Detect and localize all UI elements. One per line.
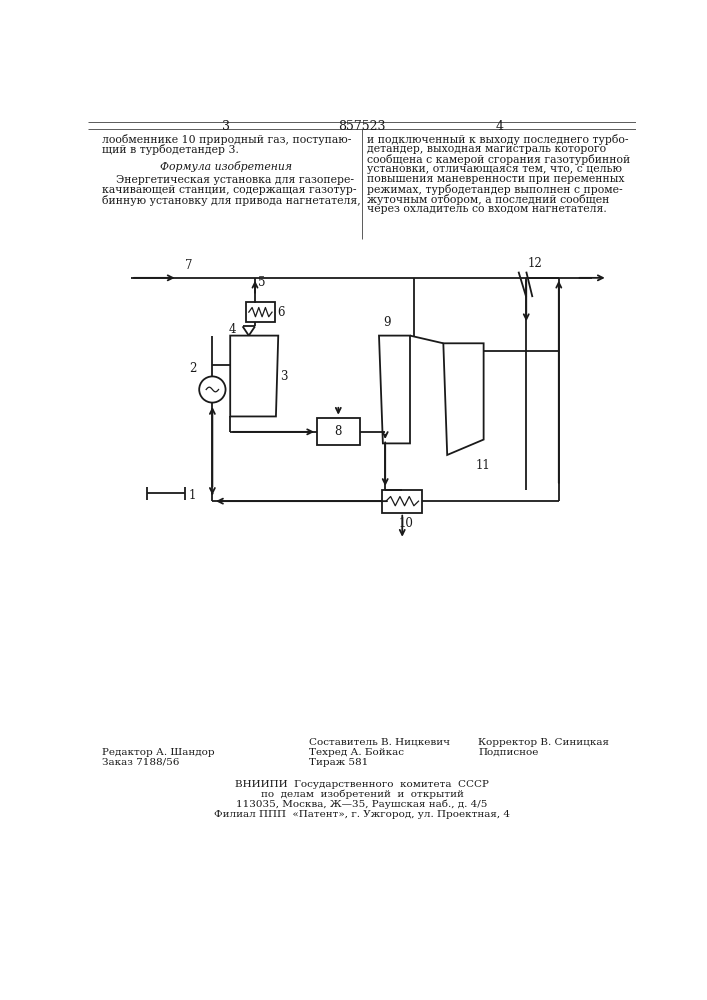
Text: 4: 4	[229, 323, 236, 336]
Text: режимах, турбодетандер выполнен с проме-: режимах, турбодетандер выполнен с проме-	[368, 184, 623, 195]
Text: повышения маневренности при переменных: повышения маневренности при переменных	[368, 174, 625, 184]
Text: 857523: 857523	[338, 120, 386, 133]
Text: ВНИИПИ  Государственного  комитета  СССР: ВНИИПИ Государственного комитета СССР	[235, 780, 489, 789]
Text: качивающей станции, содержащая газотур-: качивающей станции, содержащая газотур-	[103, 185, 357, 195]
Text: 2: 2	[189, 362, 197, 375]
Text: Техред А. Бойкас: Техред А. Бойкас	[309, 748, 404, 757]
Text: и подключенный к выходу последнего турбо-: и подключенный к выходу последнего турбо…	[368, 134, 629, 145]
Text: Составитель В. Ницкевич: Составитель В. Ницкевич	[309, 738, 450, 747]
Text: лообменнике 10 природный газ, поступаю-: лообменнике 10 природный газ, поступаю-	[103, 134, 351, 145]
Text: Редактор А. Шандор: Редактор А. Шандор	[103, 748, 215, 757]
Text: установки, отличающаяся тем, что, с целью: установки, отличающаяся тем, что, с цель…	[368, 164, 622, 174]
Text: 4: 4	[495, 120, 503, 133]
Text: Энергетическая установка для газопере-: Энергетическая установка для газопере-	[103, 175, 354, 185]
Text: Корректор В. Синицкая: Корректор В. Синицкая	[478, 738, 609, 747]
Text: 7: 7	[185, 259, 193, 272]
Text: жуточным отбором, а последний сообщен: жуточным отбором, а последний сообщен	[368, 194, 609, 205]
Text: 8: 8	[334, 425, 342, 438]
Text: 113035, Москва, Ж—35, Раушская наб., д. 4/5: 113035, Москва, Ж—35, Раушская наб., д. …	[236, 800, 488, 809]
Text: 3: 3	[281, 370, 288, 383]
Text: щий в турбодетандер 3.: щий в турбодетандер 3.	[103, 144, 239, 155]
Text: 9: 9	[383, 316, 390, 329]
Text: Подписное: Подписное	[478, 748, 539, 757]
Text: Формула изобретения: Формула изобретения	[160, 161, 293, 172]
Text: 12: 12	[528, 257, 542, 270]
Bar	[382, 490, 422, 513]
Text: Филиал ППП  «Патент», г. Ужгород, ул. Проектная, 4: Филиал ППП «Патент», г. Ужгород, ул. Про…	[214, 810, 510, 819]
Bar	[317, 418, 360, 445]
Text: 11: 11	[476, 459, 491, 472]
Bar	[246, 302, 275, 322]
Text: Тираж 581: Тираж 581	[309, 758, 368, 767]
Text: Заказ 7188/56: Заказ 7188/56	[103, 758, 180, 767]
Text: детандер, выходная магистраль которого: детандер, выходная магистраль которого	[368, 144, 607, 154]
Text: 1: 1	[189, 489, 197, 502]
Text: сообщена с камерой сгорания газотурбинной: сообщена с камерой сгорания газотурбинно…	[368, 154, 631, 165]
Text: бинную установку для привода нагнетателя,: бинную установку для привода нагнетателя…	[103, 195, 361, 206]
Text: по  делам  изобретений  и  открытий: по делам изобретений и открытий	[260, 790, 463, 799]
Text: 6: 6	[277, 306, 285, 319]
Text: 3: 3	[221, 120, 230, 133]
Text: через охладитель со входом нагнетателя.: через охладитель со входом нагнетателя.	[368, 204, 607, 214]
Text: 5: 5	[258, 276, 266, 289]
Text: 10: 10	[398, 517, 414, 530]
